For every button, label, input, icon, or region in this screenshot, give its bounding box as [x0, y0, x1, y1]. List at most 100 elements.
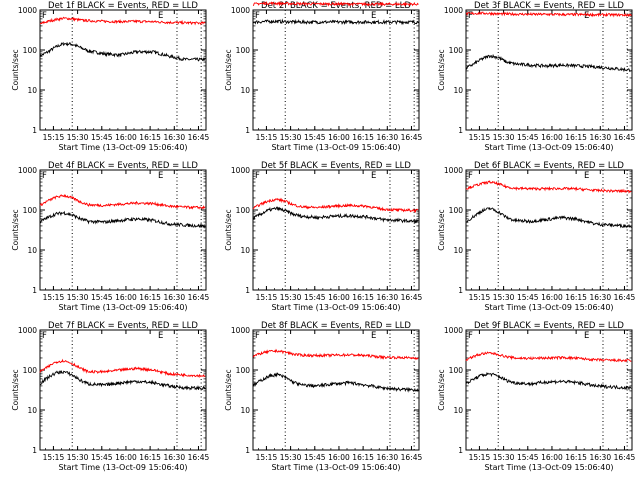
- x-tick-label: 16:00: [115, 453, 137, 462]
- y-axis-label: Counts/sec: [437, 209, 446, 250]
- x-tick-label: 15:30: [493, 133, 515, 142]
- x-tick-label: 16:30: [376, 293, 398, 302]
- panel-title: Det 9f BLACK = Events, RED = LLD: [474, 321, 624, 331]
- y-tick-label: 10: [240, 406, 250, 415]
- plot-frame: [465, 329, 633, 451]
- x-axis-label: Start Time (13-Oct-09 15:06:40): [484, 303, 613, 312]
- panel-title: Det 2f BLACK = Events, RED = LLD: [261, 1, 411, 11]
- x-tick-label: 15:45: [304, 453, 326, 462]
- y-tick-label: 1000: [231, 6, 250, 15]
- series-line-events: [252, 206, 419, 225]
- plot-frame: [39, 169, 207, 291]
- y-tick-label: 10: [453, 86, 463, 95]
- panel-title: Det 3f BLACK = Events, RED = LLD: [474, 1, 624, 11]
- y-tick-label: 1000: [18, 166, 37, 175]
- x-tick-label: 16:30: [376, 133, 398, 142]
- y-tick-label: 1: [458, 286, 463, 295]
- y-tick-label: 1000: [444, 326, 463, 335]
- y-axis-label: Counts/sec: [11, 49, 20, 90]
- x-tick-label: 15:45: [304, 133, 326, 142]
- x-tick-label: 16:15: [352, 133, 374, 142]
- attenuator-marker-F: F: [468, 331, 473, 341]
- x-axis-label: Start Time (13-Oct-09 15:06:40): [271, 143, 400, 152]
- panel-title: Det 4f BLACK = Events, RED = LLD: [48, 161, 198, 171]
- x-axis-label: Start Time (13-Oct-09 15:06:40): [58, 303, 187, 312]
- y-tick-label: 1: [458, 126, 463, 135]
- y-tick-label: 1000: [231, 166, 250, 175]
- y-tick-label: 1000: [444, 6, 463, 15]
- chart-panel-4: Det 4f BLACK = Events, RED = LLD 1 10 100 10…: [11, 161, 210, 312]
- series-line-lld: [465, 351, 632, 363]
- chart-panel-2: Det 2f BLACK = Events, RED = LLD 1 10 100 10…: [224, 0, 423, 152]
- x-tick-label: 15:30: [280, 133, 302, 142]
- chart-panel-3: Det 3f BLACK = Events, RED = LLD 1 10 100 10…: [437, 1, 636, 152]
- x-tick-label: 16:30: [589, 133, 611, 142]
- x-tick-label: 15:45: [517, 133, 539, 142]
- y-tick-label: 100: [23, 366, 38, 375]
- y-tick-label: 1000: [18, 6, 37, 15]
- y-tick-label: 100: [236, 206, 251, 215]
- panel-title: Det 1f BLACK = Events, RED = LLD: [48, 1, 198, 11]
- series-line-events: [39, 210, 206, 229]
- x-tick-label: 15:15: [43, 293, 65, 302]
- x-tick-label: 15:15: [469, 133, 491, 142]
- x-tick-label: 16:45: [188, 293, 210, 302]
- y-axis-label: Counts/sec: [437, 369, 446, 410]
- y-tick-label: 10: [27, 246, 37, 255]
- x-tick-label: 16:30: [589, 453, 611, 462]
- y-tick-label: 1: [245, 286, 250, 295]
- y-tick-label: 10: [453, 246, 463, 255]
- y-tick-label: 1000: [18, 326, 37, 335]
- series-line-lld: [39, 358, 206, 379]
- y-tick-label: 100: [236, 366, 251, 375]
- x-tick-label: 16:45: [401, 133, 423, 142]
- x-tick-label: 15:30: [67, 453, 89, 462]
- y-axis-label: Counts/sec: [224, 49, 233, 90]
- attenuator-marker-E: E: [584, 331, 589, 341]
- x-tick-label: 15:45: [91, 453, 113, 462]
- series-line-events: [252, 372, 419, 393]
- y-tick-label: 1: [458, 446, 463, 455]
- x-axis-label: Start Time (13-Oct-09 15:06:40): [271, 463, 400, 472]
- series-line-lld: [465, 11, 632, 18]
- x-tick-label: 16:30: [376, 453, 398, 462]
- x-tick-label: 15:15: [43, 133, 65, 142]
- x-tick-label: 16:45: [188, 133, 210, 142]
- x-axis-label: Start Time (13-Oct-09 15:06:40): [484, 143, 613, 152]
- x-tick-label: 15:15: [256, 133, 278, 142]
- x-tick-label: 16:00: [541, 453, 563, 462]
- attenuator-marker-F: F: [255, 171, 260, 181]
- y-axis-label: Counts/sec: [437, 49, 446, 90]
- plot-frame: [465, 9, 633, 131]
- plot-frame: [39, 9, 207, 131]
- attenuator-marker-F: F: [42, 11, 47, 21]
- attenuator-marker-F: F: [42, 331, 47, 341]
- x-tick-label: 16:45: [614, 133, 636, 142]
- y-tick-label: 100: [23, 206, 38, 215]
- x-tick-label: 15:15: [43, 453, 65, 462]
- x-tick-label: 16:30: [163, 453, 185, 462]
- x-tick-label: 16:15: [352, 293, 374, 302]
- y-axis-label: Counts/sec: [224, 209, 233, 250]
- plot-frame: [39, 329, 207, 451]
- x-tick-label: 16:15: [565, 453, 587, 462]
- series-line-events: [39, 41, 206, 62]
- chart-panel-5: Det 5f BLACK = Events, RED = LLD 1 10 100 10…: [224, 161, 423, 312]
- attenuator-marker-F: F: [468, 171, 473, 181]
- y-tick-label: 1000: [444, 166, 463, 175]
- x-tick-label: 15:45: [91, 293, 113, 302]
- y-tick-label: 100: [449, 46, 464, 55]
- y-tick-label: 1: [245, 446, 250, 455]
- y-tick-label: 1: [245, 126, 250, 135]
- chart-panel-9: Det 9f BLACK = Events, RED = LLD 1 10 100 10…: [437, 321, 636, 472]
- attenuator-marker-E: E: [371, 171, 376, 181]
- attenuator-marker-F: F: [468, 11, 473, 21]
- attenuator-marker-F: F: [255, 331, 260, 341]
- panel-title: Det 7f BLACK = Events, RED = LLD: [48, 321, 198, 331]
- x-tick-label: 16:00: [328, 133, 350, 142]
- series-line-lld: [252, 348, 419, 361]
- x-tick-label: 16:00: [328, 293, 350, 302]
- chart-panel-1: Det 1f BLACK = Events, RED = LLD 1 10 100 10…: [11, 1, 210, 152]
- x-tick-label: 15:45: [517, 453, 539, 462]
